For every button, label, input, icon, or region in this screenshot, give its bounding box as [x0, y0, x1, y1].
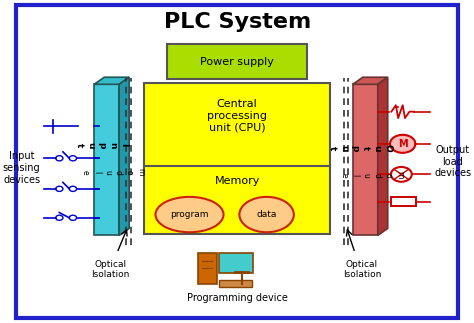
Bar [392, 197, 416, 206]
Text: I
n
p
u
t: I n p u t [75, 141, 128, 148]
Polygon shape [119, 77, 129, 235]
Polygon shape [378, 77, 388, 235]
Text: O
u
t
p
u
t: O u t p u t [328, 144, 392, 152]
Text: Input
sensing
devices: Input sensing devices [3, 151, 40, 184]
FancyBboxPatch shape [353, 84, 378, 235]
FancyBboxPatch shape [219, 280, 252, 287]
FancyBboxPatch shape [144, 83, 330, 170]
FancyBboxPatch shape [94, 84, 119, 235]
Text: Programming device: Programming device [187, 293, 288, 303]
Circle shape [391, 167, 412, 182]
Text: Power supply: Power supply [200, 57, 274, 67]
Text: m
o
d
u
l
e: m o d u l e [81, 168, 145, 176]
Text: Optical
Isolation: Optical Isolation [91, 260, 129, 279]
FancyBboxPatch shape [219, 253, 253, 273]
Circle shape [390, 135, 415, 153]
Text: Central
processing
unit (CPU): Central processing unit (CPU) [207, 99, 267, 133]
Text: m
o
d
u
l
e: m o d u l e [339, 171, 404, 179]
FancyBboxPatch shape [198, 253, 217, 284]
FancyBboxPatch shape [144, 166, 330, 234]
Text: Optical
Isolation: Optical Isolation [343, 260, 381, 279]
Text: PLC System: PLC System [164, 12, 311, 32]
Text: M: M [398, 139, 408, 149]
Polygon shape [353, 77, 388, 84]
Text: Memory: Memory [214, 176, 260, 186]
Text: data: data [256, 210, 277, 219]
Polygon shape [94, 77, 129, 84]
Ellipse shape [239, 197, 294, 232]
FancyBboxPatch shape [167, 44, 308, 79]
Ellipse shape [155, 197, 224, 232]
Text: program: program [170, 210, 209, 219]
Text: Output
load
devices: Output load devices [434, 145, 471, 178]
